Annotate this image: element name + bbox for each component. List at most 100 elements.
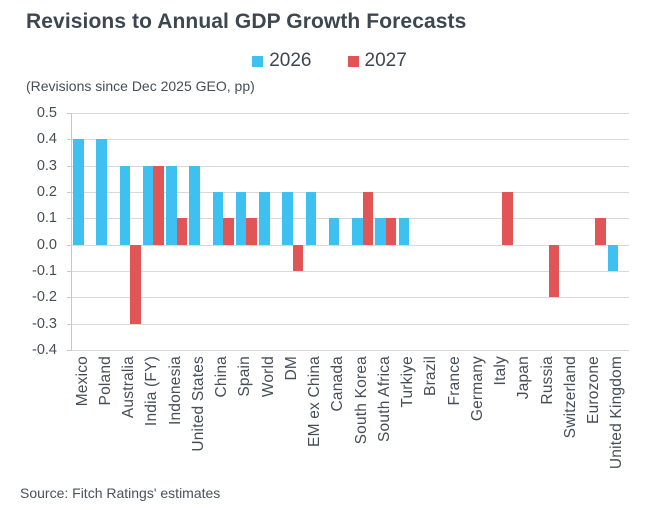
gridline--0.4 [72,350,629,351]
x-tick-label: DM [282,356,300,381]
y-axis-tick [67,271,72,272]
gridline-0.0 [72,245,629,246]
x-label-cell: United Kingdom [606,356,629,488]
y-axis-tick [67,139,72,140]
gridline--0.2 [72,297,629,298]
x-tick-label: Poland [96,356,114,406]
bar-2027-indonesia [176,218,188,245]
x-tick-label: Germany [468,356,486,422]
bar-2026-china [212,192,224,245]
plot-area [67,113,629,351]
x-label-cell: France [443,356,466,488]
bar-2026-spain [235,192,247,245]
legend-item-2027: 2027 [347,50,407,72]
x-tick-label: United States [189,356,207,452]
y-axis-tick [67,192,72,193]
y-tick-label: 0.2 [36,184,57,200]
gridline-0.2 [72,192,629,193]
bar-2027-dm [292,244,304,271]
bar-2027-south-korea [362,192,374,245]
x-label-cell: Spain [234,356,257,488]
x-tick-label: Spain [236,356,254,397]
x-tick-label: France [445,356,463,406]
y-axis-tick [67,218,72,219]
bar-2026-mexico [73,139,84,245]
x-tick-label: Japan [515,356,533,400]
legend: 2026 2027 [0,50,659,72]
x-tick-label: United Kingdom [608,356,626,470]
x-tick-label: Indonesia [166,356,184,426]
bar-2026-canada [328,218,340,245]
bar-2027-italy [502,192,513,245]
bar-2026-poland [96,139,107,245]
bar-2026-south-korea [352,218,363,245]
y-tick-label: 0.0 [36,237,57,253]
gridline--0.1 [72,271,629,272]
x-label-cell: Russia [536,356,559,488]
legend-label: 2027 [364,50,407,71]
y-axis-tick [67,113,72,114]
bar-2026-united-kingdom [607,244,619,271]
bar-2027-russia [548,244,560,298]
chart-subtitle: (Revisions since Dec 2025 GEO, pp) [26,78,255,94]
gridline-0.4 [72,139,629,140]
x-label-cell: Japan [513,356,536,488]
legend-swatch-2026 [252,55,264,67]
x-label-cell: Switzerland [559,356,582,488]
x-label-cell: South Korea [350,356,373,488]
x-axis: Mexico Poland Australia India (FY) Indonesia… [71,356,629,488]
bar-2027-china [223,218,234,245]
x-tick-label: China [213,356,231,398]
bar-2027-spain [246,218,257,245]
y-axis-tick [67,297,72,298]
y-axis-tick [67,324,72,325]
legend-swatch-2027 [347,55,359,67]
x-label-cell: Germany [466,356,489,488]
x-tick-label: Russia [538,356,556,405]
legend-label: 2026 [269,50,312,71]
y-tick-label: -0.1 [32,263,57,279]
y-tick-label: 0.5 [36,105,57,121]
gridline-0.3 [72,166,629,167]
legend-item-2026: 2026 [252,50,312,72]
x-label-cell: Poland [94,356,117,488]
bar-2027-australia [130,244,141,324]
y-tick-label: -0.4 [32,342,57,358]
x-tick-label: Brazil [422,356,440,396]
bar-2026-world [259,192,270,245]
x-label-cell: South Africa [373,356,396,488]
y-axis-tick [67,166,72,167]
x-tick-label: India (FY) [143,356,161,427]
bar-2027-india-fy- [153,165,164,245]
x-label-cell: World [257,356,280,488]
x-label-cell: Canada [327,356,350,488]
bar-2027-south-africa [385,218,397,245]
bar-2026-south-africa [375,218,386,245]
x-tick-label: South Africa [375,356,393,442]
x-label-cell: Brazil [420,356,443,488]
bar-2026-india-fy- [142,165,154,245]
y-tick-label: 0.1 [36,210,57,226]
x-label-cell: China [211,356,234,488]
y-tick-label: -0.3 [32,316,57,332]
bar-2026-em-ex-china [305,192,317,245]
x-tick-label: Switzerland [561,356,579,439]
bar-2027-eurozone [595,218,606,245]
y-tick-label: 0.4 [36,131,57,147]
y-axis: 0.5 0.4 0.3 0.2 0.1 0.0 -0.1 -0.2 -0.3 -0.4 [0,105,57,358]
x-tick-label: Turkiye [399,356,417,408]
y-tick-label: -0.2 [32,289,57,305]
source-note: Source: Fitch Ratings' estimates [20,485,221,501]
x-label-cell: Turkiye [397,356,420,488]
gridline--0.3 [72,324,629,325]
x-tick-label: Eurozone [585,356,603,424]
bar-2026-australia [119,165,131,245]
x-tick-label: Canada [329,356,347,412]
y-tick-label: 0.3 [36,158,57,174]
x-tick-label: South Korea [352,356,370,445]
bar-2026-dm [282,192,293,245]
x-tick-label: Italy [492,356,510,386]
bar-2026-indonesia [166,165,177,245]
chart-title: Revisions to Annual GDP Growth Forecasts [26,10,467,33]
